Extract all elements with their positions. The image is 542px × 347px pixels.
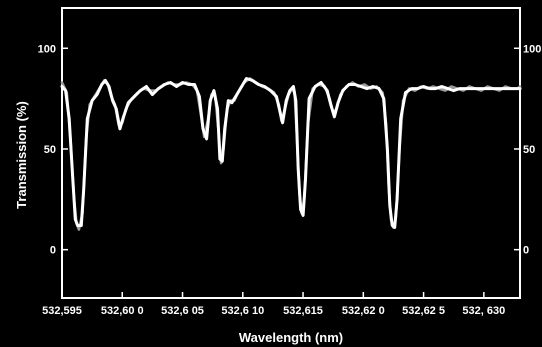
x-tick-label: 532,595 bbox=[42, 305, 82, 317]
y-tick-label: 50 bbox=[44, 144, 56, 156]
series-line-1 bbox=[60, 77, 522, 229]
x-tick-label: 532,615 bbox=[283, 305, 323, 317]
y-axis-ticks: 0 50 100 bbox=[38, 43, 68, 257]
x-tick-label: 532, 630 bbox=[462, 305, 505, 317]
x-tick-label: 532,6 05 bbox=[161, 305, 204, 317]
y-tick-label: 100 bbox=[38, 43, 56, 55]
y2-tick-label: 100 bbox=[523, 43, 541, 55]
x-axis-ticks: 532,595 532,60 0 532,6 05 532,6 10 532,615 53… bbox=[42, 292, 505, 317]
y2-tick-label: 0 bbox=[523, 245, 529, 257]
series-group bbox=[60, 77, 522, 231]
y-axis-label: Transmission (%) bbox=[14, 101, 29, 209]
x-axis-label: Wavelength (nm) bbox=[239, 330, 343, 345]
x-tick-label: 532,62 0 bbox=[342, 305, 385, 317]
plot-frame bbox=[61, 7, 521, 299]
x-tick-label: 532,62 5 bbox=[402, 305, 445, 317]
y-tick-label: 0 bbox=[50, 245, 56, 257]
x-tick-label: 532,60 0 bbox=[101, 305, 144, 317]
x-tick-label: 532,6 10 bbox=[221, 305, 264, 317]
plot-area bbox=[60, 7, 522, 299]
y2-axis-ticks: 0 50 100 bbox=[514, 43, 541, 257]
y2-tick-label: 50 bbox=[523, 144, 535, 156]
